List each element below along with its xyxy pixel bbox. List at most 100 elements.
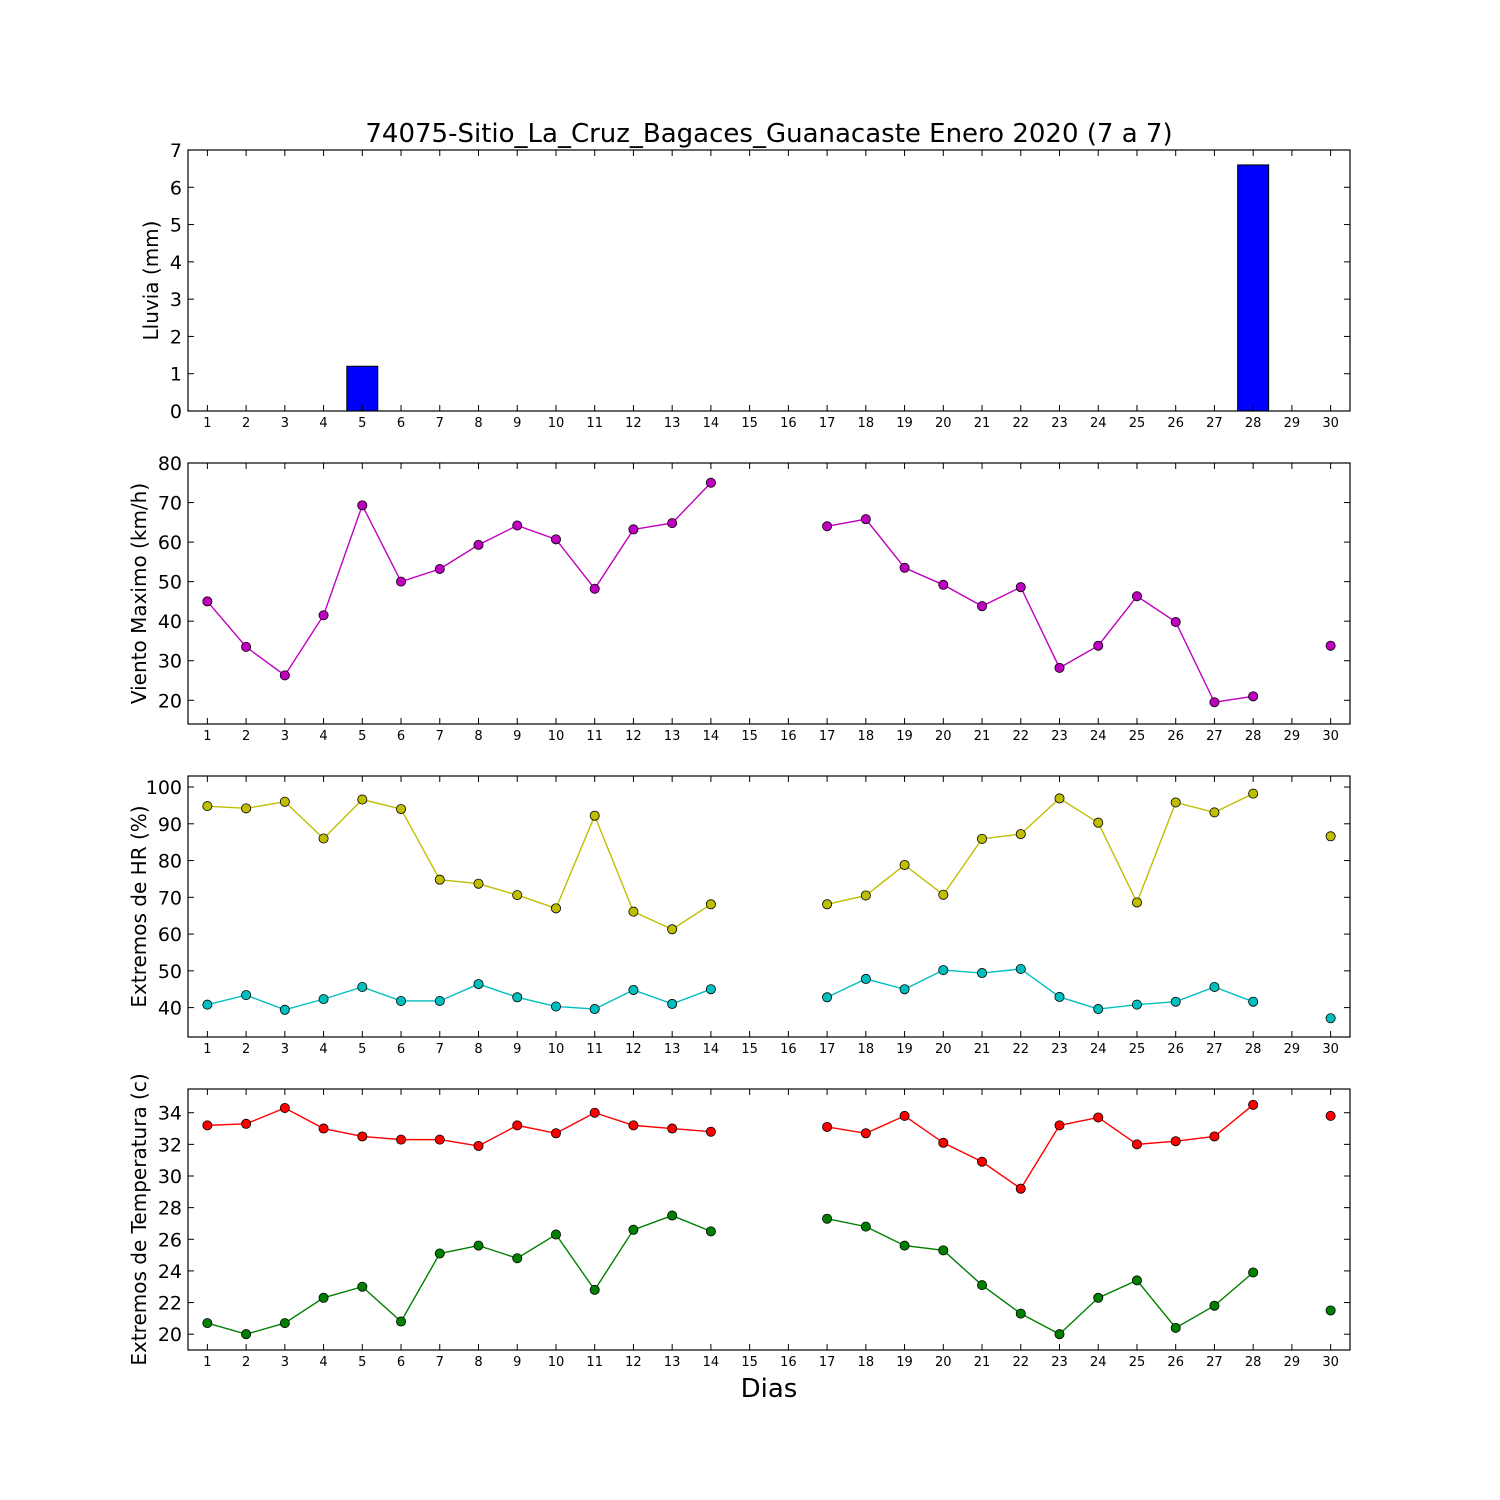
y-tick-label: 24 xyxy=(158,1261,182,1283)
point-day-12 xyxy=(628,1224,639,1235)
x-tick-label: 3 xyxy=(281,729,289,744)
point-day-24 xyxy=(1093,640,1104,651)
x-tick-label: 28 xyxy=(1245,729,1262,744)
point-day-25 xyxy=(1131,1275,1142,1286)
point-day-8 xyxy=(473,539,484,550)
bar-day-5 xyxy=(346,365,379,412)
y-tick-label: 3 xyxy=(170,289,182,311)
point-day-11 xyxy=(589,583,600,594)
x-tick-label: 16 xyxy=(780,416,797,431)
point-day-19 xyxy=(899,562,910,573)
point-day-23 xyxy=(1054,662,1065,673)
point-day-19 xyxy=(899,859,910,870)
y-tick-label: 6 xyxy=(170,177,182,199)
x-tick-label: 17 xyxy=(819,416,836,431)
x-tick-label: 2 xyxy=(242,416,250,431)
series-line-1 xyxy=(207,794,1330,930)
x-tick-label: 30 xyxy=(1322,1042,1339,1057)
x-tick-label: 3 xyxy=(281,1042,289,1057)
x-tick-label: 24 xyxy=(1090,1042,1107,1057)
x-tick-label: 29 xyxy=(1284,1355,1301,1370)
point-day-13 xyxy=(667,1123,678,1134)
point-day-1 xyxy=(202,1318,213,1329)
point-day-10 xyxy=(550,903,561,914)
point-day-23 xyxy=(1054,793,1065,804)
point-day-14 xyxy=(705,1226,716,1237)
x-tick-label: 7 xyxy=(436,1355,444,1370)
x-tick-label: 12 xyxy=(625,1042,642,1057)
point-day-10 xyxy=(550,1001,561,1012)
x-tick-label: 2 xyxy=(242,1355,250,1370)
x-tick-label: 17 xyxy=(819,1042,836,1057)
x-tick-label: 20 xyxy=(935,729,952,744)
point-day-25 xyxy=(1131,999,1142,1010)
point-day-6 xyxy=(396,804,407,815)
point-day-28 xyxy=(1248,1267,1259,1278)
y-tick-label: 70 xyxy=(158,493,182,515)
point-day-24 xyxy=(1093,1004,1104,1015)
x-tick-label: 4 xyxy=(319,1355,327,1370)
y-axis-label: Extremos de Temperatura (c) xyxy=(127,1073,151,1365)
x-tick-label: 22 xyxy=(1012,1355,1029,1370)
x-tick-label: 24 xyxy=(1090,416,1107,431)
point-day-30 xyxy=(1325,1110,1336,1121)
point-day-13 xyxy=(667,518,678,529)
y-tick-label: 80 xyxy=(158,851,182,873)
x-tick-label: 15 xyxy=(741,416,758,431)
point-day-18 xyxy=(860,1221,871,1232)
x-tick-label: 28 xyxy=(1245,1355,1262,1370)
x-tick-label: 16 xyxy=(780,1355,797,1370)
y-tick-label: 20 xyxy=(158,690,182,712)
x-tick-label: 28 xyxy=(1245,416,1262,431)
x-tick-label: 26 xyxy=(1167,1355,1184,1370)
x-tick-label: 13 xyxy=(664,1042,681,1057)
panel-1: 1 2 3 4 5 6 7 8 9 10 11 12 13 14 15 16 17 18 19 20 21 22 23 24 2… xyxy=(139,140,1351,431)
x-tick-label: 18 xyxy=(858,416,875,431)
x-tick-label: 5 xyxy=(358,1355,366,1370)
point-day-20 xyxy=(938,965,949,976)
point-day-30 xyxy=(1325,831,1336,842)
point-day-3 xyxy=(279,1318,290,1329)
point-day-26 xyxy=(1170,996,1181,1007)
x-tick-label: 2 xyxy=(242,729,250,744)
point-day-12 xyxy=(628,984,639,995)
x-tick-label: 3 xyxy=(281,1355,289,1370)
x-tick-label: 12 xyxy=(625,1355,642,1370)
point-day-18 xyxy=(860,1128,871,1139)
point-day-19 xyxy=(899,1110,910,1121)
x-tick-label: 3 xyxy=(281,416,289,431)
x-tick-label: 13 xyxy=(664,416,681,431)
point-day-5 xyxy=(357,1281,368,1292)
y-tick-label: 30 xyxy=(158,651,182,673)
point-day-12 xyxy=(628,1120,639,1131)
bar-day-28 xyxy=(1237,164,1270,412)
point-day-12 xyxy=(628,906,639,917)
x-tick-label: 4 xyxy=(319,1042,327,1057)
point-day-14 xyxy=(705,1126,716,1137)
x-tick-label: 27 xyxy=(1206,1042,1223,1057)
point-day-24 xyxy=(1093,817,1104,828)
x-tick-label: 23 xyxy=(1051,1042,1068,1057)
x-tick-label: 8 xyxy=(474,1042,482,1057)
x-tick-label: 7 xyxy=(436,416,444,431)
x-tick-label: 16 xyxy=(780,1042,797,1057)
point-day-3 xyxy=(279,670,290,681)
point-day-28 xyxy=(1248,691,1259,702)
x-tick-label: 24 xyxy=(1090,729,1107,744)
point-day-5 xyxy=(357,500,368,511)
x-tick-label: 9 xyxy=(513,1355,521,1370)
point-day-5 xyxy=(357,982,368,993)
x-tick-label: 26 xyxy=(1167,416,1184,431)
point-day-27 xyxy=(1209,697,1220,708)
point-day-21 xyxy=(977,833,988,844)
point-day-26 xyxy=(1170,797,1181,808)
point-day-9 xyxy=(512,1120,523,1131)
x-tick-label: 4 xyxy=(319,416,327,431)
x-tick-label: 25 xyxy=(1129,1355,1146,1370)
x-tick-label: 26 xyxy=(1167,1042,1184,1057)
x-tick-label: 25 xyxy=(1129,416,1146,431)
y-tick-label: 26 xyxy=(158,1229,182,1251)
x-tick-label: 6 xyxy=(397,1355,405,1370)
point-day-10 xyxy=(550,1229,561,1240)
point-day-4 xyxy=(318,994,329,1005)
